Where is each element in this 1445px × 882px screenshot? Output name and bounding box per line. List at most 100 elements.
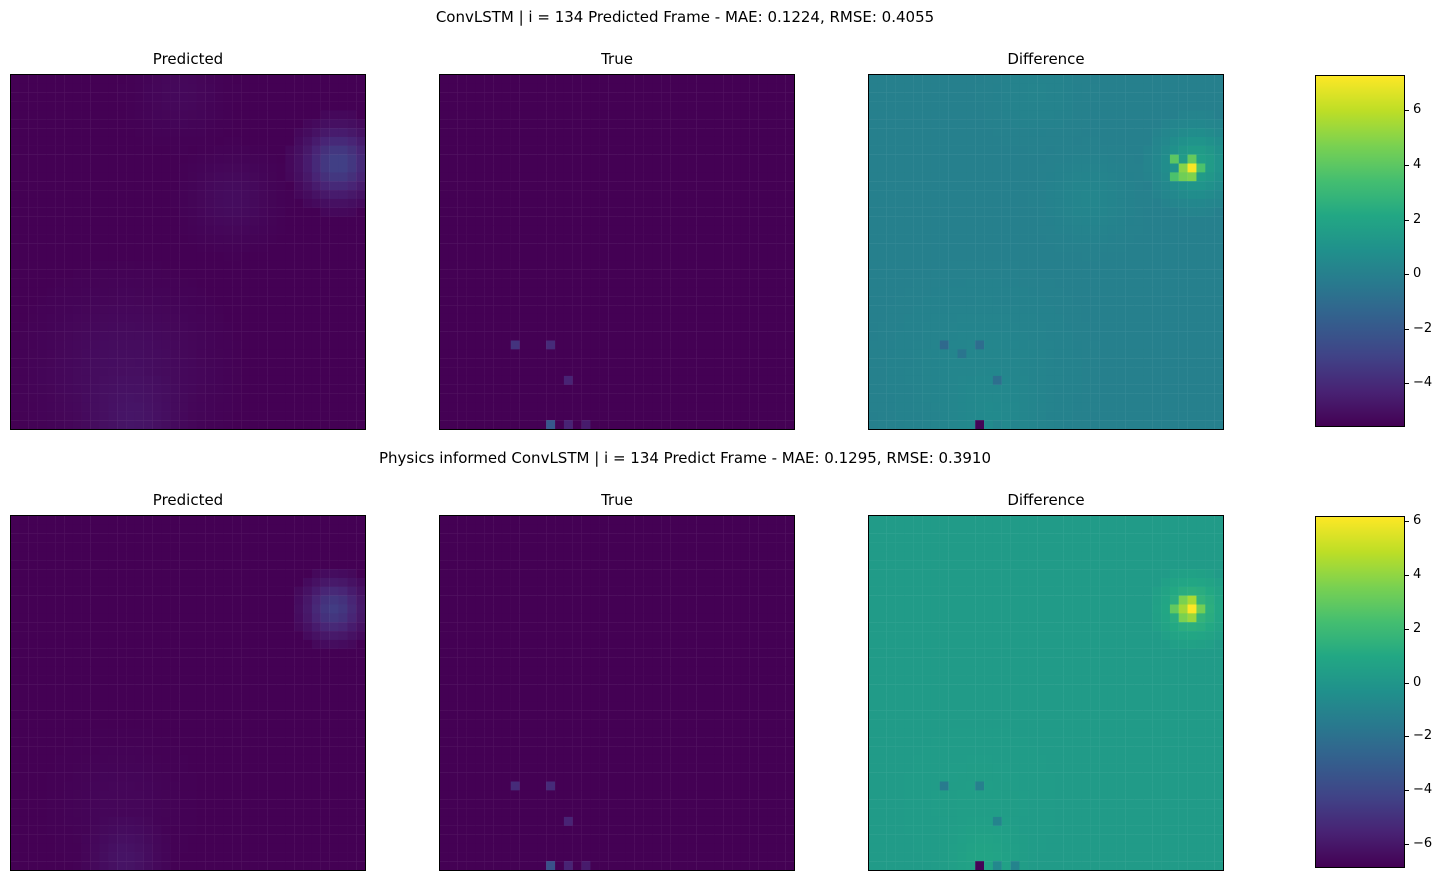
predicted-cell — [241, 75, 251, 85]
difference-cell — [922, 128, 932, 138]
true-cell — [634, 331, 644, 341]
true-cell — [776, 181, 786, 191]
predicted-cell — [258, 198, 268, 208]
predicted-cell — [46, 225, 56, 235]
predicted-cell — [179, 198, 189, 208]
difference-cell — [922, 420, 932, 429]
true-cell — [749, 305, 759, 315]
true-cell — [501, 136, 511, 146]
difference-cell — [895, 243, 905, 253]
difference-cell — [1028, 367, 1038, 377]
difference-cell — [1187, 216, 1197, 226]
difference-cell — [895, 384, 905, 394]
true-cell — [767, 92, 777, 102]
true-cell — [705, 402, 715, 412]
difference-cell — [1152, 136, 1162, 146]
true-cell — [749, 190, 759, 200]
true-cell — [625, 358, 635, 368]
difference-cell — [922, 269, 932, 279]
predicted-cell — [152, 296, 162, 306]
true-cell — [528, 375, 538, 385]
difference-cell — [957, 358, 967, 368]
difference-cell — [1143, 331, 1153, 341]
true-cell — [670, 119, 680, 129]
predicted-cell — [329, 207, 339, 217]
difference-cell — [930, 83, 940, 93]
predicted-cell — [285, 234, 295, 244]
predicted-cell — [241, 384, 251, 394]
difference-cell — [1134, 198, 1144, 208]
predicted-cell — [28, 101, 38, 111]
predicted-cell — [64, 75, 74, 85]
difference-cell — [975, 110, 985, 120]
predicted-cell — [11, 358, 21, 368]
difference-cell — [913, 181, 923, 191]
difference-cell — [957, 287, 967, 297]
predicted-cell — [294, 278, 304, 288]
true-cell — [581, 145, 591, 155]
difference-cell — [1054, 393, 1064, 403]
predicted-cell — [267, 287, 277, 297]
predicted-cell — [347, 269, 357, 279]
true-cell — [767, 225, 777, 235]
true-cell — [732, 411, 742, 421]
predicted-cell — [161, 145, 171, 155]
predicted-cell — [267, 163, 277, 173]
difference-cell — [1090, 287, 1100, 297]
predicted-cell — [276, 278, 286, 288]
difference-cell — [1028, 154, 1038, 164]
true-cell — [714, 393, 724, 403]
difference-cell — [939, 287, 949, 297]
predicted-cell — [11, 524, 21, 534]
true-cell — [696, 243, 706, 253]
difference-cell — [966, 287, 976, 297]
predicted-cell — [303, 402, 313, 412]
predicted-cell — [126, 393, 136, 403]
true-cell — [581, 331, 591, 341]
predicted-cell — [196, 128, 206, 138]
difference-cell — [1205, 92, 1215, 102]
predicted-cell — [320, 243, 330, 253]
difference-cell — [1037, 243, 1047, 253]
difference-cell — [1169, 296, 1179, 306]
true-cell — [484, 402, 494, 412]
difference-cell — [1125, 234, 1135, 244]
true-cell — [448, 163, 458, 173]
predicted-cell — [28, 402, 38, 412]
predicted-cell — [356, 296, 365, 306]
predicted-cell — [99, 533, 109, 543]
predicted-cell — [99, 340, 109, 350]
difference-cell — [869, 278, 879, 288]
true-cell — [537, 349, 547, 359]
difference-cell — [922, 287, 932, 297]
difference-cell — [1054, 322, 1064, 332]
difference-cell — [930, 367, 940, 377]
predicted-cell — [347, 101, 357, 111]
true-cell — [572, 172, 582, 182]
true-cell — [652, 190, 662, 200]
true-cell — [767, 340, 777, 350]
difference-cell — [1028, 411, 1038, 421]
difference-cell — [1072, 190, 1082, 200]
true-cell — [519, 375, 529, 385]
difference-cell — [1107, 163, 1117, 173]
predicted-cell — [320, 402, 330, 412]
difference-cell — [975, 234, 985, 244]
predicted-cell — [46, 101, 56, 111]
true-cell — [599, 349, 609, 359]
true-cell — [732, 145, 742, 155]
predicted-cell — [108, 172, 118, 182]
difference-cell — [1161, 119, 1171, 129]
difference-cell — [939, 358, 949, 368]
true-cell — [785, 198, 794, 208]
difference-cell — [1054, 260, 1064, 270]
true-cell — [555, 313, 565, 323]
difference-cell — [966, 145, 976, 155]
difference-cell — [1152, 287, 1162, 297]
predicted-cell — [72, 349, 82, 359]
true-cell — [448, 375, 458, 385]
difference-cell — [1125, 172, 1135, 182]
difference-cell — [1107, 119, 1117, 129]
true-cell — [475, 287, 485, 297]
difference-cell — [1161, 243, 1171, 253]
